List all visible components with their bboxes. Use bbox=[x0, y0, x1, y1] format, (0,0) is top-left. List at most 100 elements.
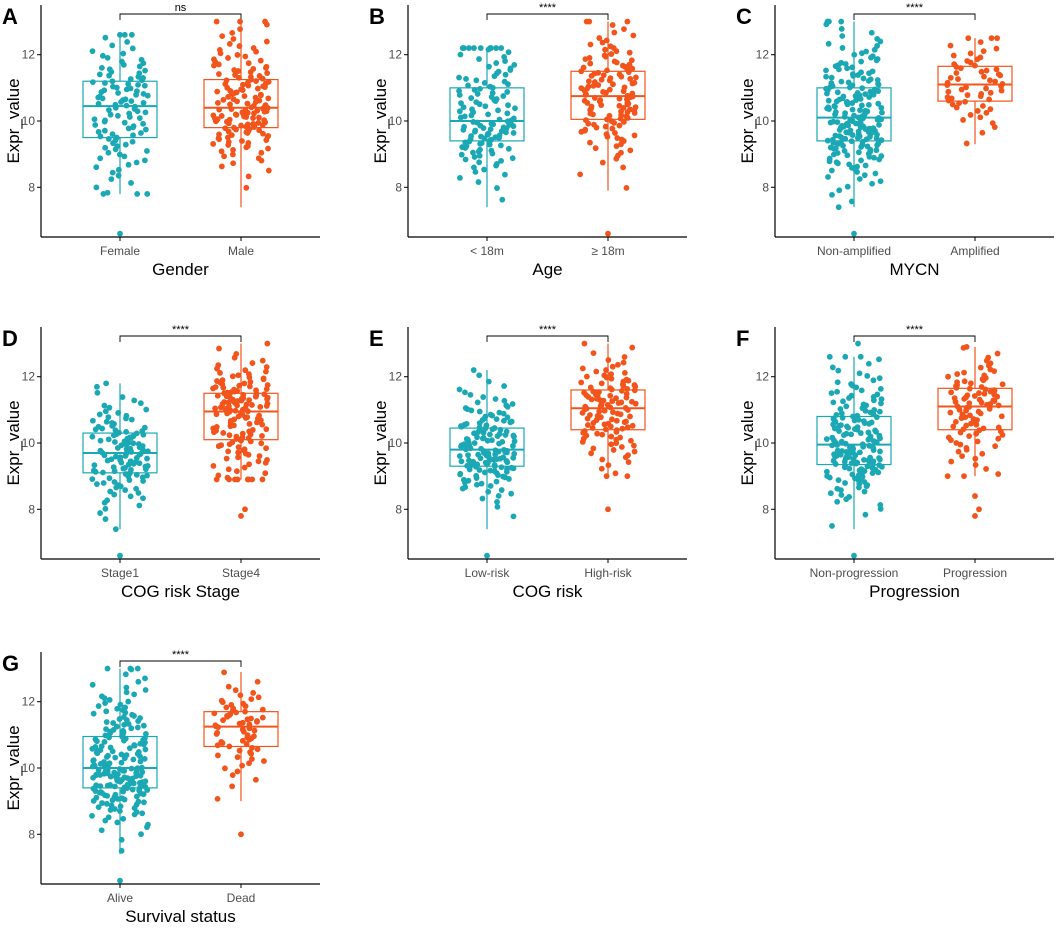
outlier-point bbox=[855, 340, 861, 347]
data-point bbox=[593, 368, 600, 375]
data-point bbox=[135, 490, 142, 496]
outlier-point bbox=[851, 552, 857, 559]
significance-label: **** bbox=[539, 2, 557, 14]
data-point bbox=[113, 134, 120, 141]
data-point bbox=[250, 66, 257, 72]
data-point bbox=[111, 439, 118, 445]
data-point bbox=[477, 455, 484, 462]
data-point bbox=[140, 100, 147, 106]
data-point bbox=[492, 451, 499, 458]
data-point bbox=[463, 420, 470, 427]
data-point bbox=[511, 438, 518, 445]
data-point bbox=[140, 478, 146, 484]
data-point bbox=[229, 29, 236, 36]
data-point bbox=[251, 727, 258, 734]
significance-bracket bbox=[853, 13, 976, 20]
data-point bbox=[249, 402, 255, 408]
data-point bbox=[248, 715, 254, 722]
data-point bbox=[581, 340, 588, 347]
data-point bbox=[91, 762, 98, 769]
data-point bbox=[624, 18, 631, 25]
data-point bbox=[115, 410, 122, 416]
data-point bbox=[218, 113, 225, 119]
data-point bbox=[485, 453, 492, 460]
data-point bbox=[841, 113, 848, 120]
data-point bbox=[632, 383, 639, 390]
data-point bbox=[486, 137, 493, 144]
data-point bbox=[498, 464, 505, 471]
data-point bbox=[243, 401, 250, 408]
data-point bbox=[471, 440, 478, 446]
data-point bbox=[116, 808, 123, 814]
data-point bbox=[471, 430, 477, 437]
y-tick-label: 10 bbox=[22, 761, 36, 775]
y-tick-label: 8 bbox=[28, 180, 35, 194]
data-point bbox=[988, 35, 995, 42]
data-point bbox=[616, 95, 623, 102]
data-point bbox=[508, 490, 515, 497]
data-point bbox=[839, 414, 846, 421]
data-point bbox=[859, 85, 866, 92]
data-point bbox=[621, 26, 627, 33]
data-point bbox=[210, 385, 216, 392]
data-point bbox=[504, 110, 511, 117]
series-0 bbox=[449, 367, 525, 559]
outlier-point bbox=[851, 230, 857, 237]
data-point bbox=[102, 117, 108, 124]
data-point bbox=[956, 100, 962, 107]
data-point bbox=[238, 122, 244, 129]
data-point bbox=[239, 406, 246, 413]
data-point bbox=[987, 77, 993, 84]
outlier-point bbox=[238, 513, 244, 519]
y-tick-label: 10 bbox=[22, 114, 36, 128]
data-point bbox=[243, 741, 250, 748]
data-point bbox=[948, 95, 955, 102]
data-point bbox=[482, 425, 489, 432]
data-point bbox=[856, 92, 863, 99]
data-point bbox=[140, 722, 147, 729]
data-point bbox=[842, 440, 849, 447]
data-point bbox=[967, 112, 974, 118]
data-point bbox=[472, 168, 479, 175]
data-point bbox=[214, 752, 221, 759]
data-point bbox=[248, 735, 255, 742]
data-point bbox=[608, 386, 615, 393]
data-point bbox=[128, 416, 135, 423]
panel-d: D 8 10 12 Expr_value Stage1 Stage4 COG risk Sta… bbox=[2, 324, 320, 601]
data-point bbox=[630, 442, 637, 449]
data-point bbox=[94, 481, 100, 487]
data-point bbox=[474, 434, 480, 441]
data-point bbox=[104, 54, 111, 61]
data-point bbox=[591, 95, 598, 101]
data-point bbox=[214, 99, 221, 106]
data-point bbox=[858, 157, 864, 164]
data-point bbox=[497, 426, 504, 433]
data-point bbox=[848, 138, 855, 145]
data-point bbox=[138, 790, 144, 797]
data-point bbox=[874, 142, 881, 149]
data-point bbox=[598, 380, 605, 387]
data-point bbox=[99, 800, 105, 806]
data-point bbox=[128, 725, 135, 732]
data-point bbox=[623, 391, 630, 397]
data-point bbox=[838, 18, 845, 25]
data-point bbox=[225, 93, 232, 100]
data-point bbox=[972, 462, 979, 468]
data-point bbox=[617, 411, 624, 418]
data-point bbox=[870, 397, 877, 404]
data-point bbox=[501, 53, 508, 60]
data-point bbox=[135, 81, 141, 88]
panel-label: A bbox=[2, 4, 18, 29]
data-point bbox=[590, 82, 597, 89]
data-point bbox=[112, 427, 119, 434]
data-point bbox=[215, 472, 222, 479]
data-point bbox=[846, 465, 853, 472]
data-point bbox=[834, 447, 841, 454]
data-point bbox=[133, 801, 140, 808]
data-point bbox=[97, 510, 103, 516]
data-point bbox=[233, 709, 240, 716]
data-point bbox=[858, 69, 865, 76]
data-point bbox=[220, 384, 227, 391]
data-point bbox=[616, 102, 623, 109]
data-point bbox=[843, 403, 850, 410]
